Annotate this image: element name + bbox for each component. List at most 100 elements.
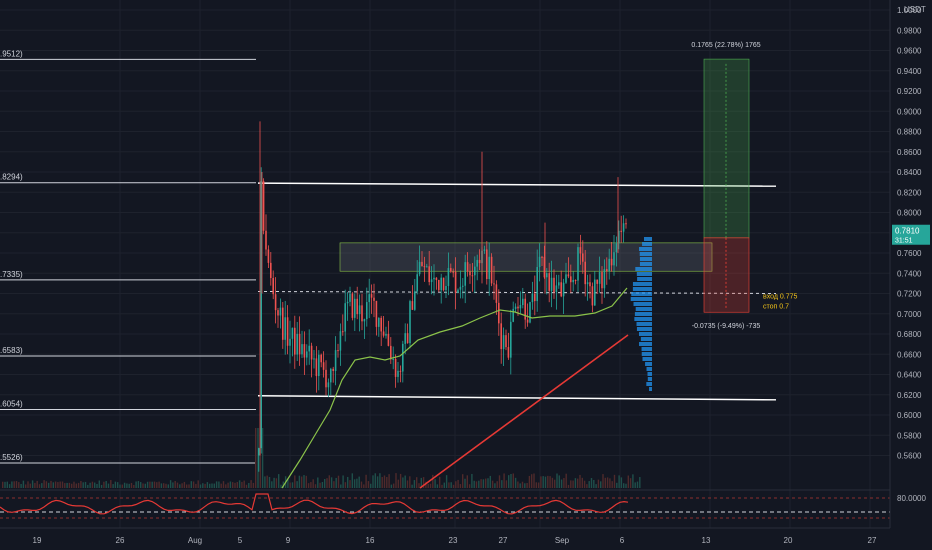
volume-bar [563,478,565,488]
volume-bar [496,481,498,488]
volume-bar [471,473,473,488]
volume-bar [597,479,600,488]
grid [0,0,890,528]
volume-bar [397,479,399,488]
candle-body [459,286,462,290]
candle-body [543,256,546,278]
volume-bar [466,475,468,488]
price-tick-label: 0.9400 [897,67,922,76]
candle-body [517,306,519,309]
volume-bar [595,484,597,488]
volume-bar [29,483,31,488]
time-tick-label: 13 [702,536,711,545]
candle-body [548,273,550,291]
position-tool[interactable]: 0.1765 (22.78%) 1765 -0.0735 (-9.49%) -73… [691,42,797,330]
time-tick-label: 5 [238,536,243,545]
volume-bar [627,475,629,488]
candle-body [265,230,267,250]
volume-bar [554,479,556,488]
volume-bar [80,480,82,488]
candle-body [296,333,298,355]
volume-bar [22,480,25,488]
volume-bar [418,483,420,488]
candle-body [406,333,409,344]
volume-bar [287,478,289,488]
price-tick-label: 0.8200 [897,188,922,197]
volume-bar [121,484,123,488]
candle-body [354,298,356,318]
volume-bar [475,481,478,488]
volume-bar [31,480,34,488]
volume-bar [130,482,133,488]
volume-bar [174,480,176,488]
volume-bar [215,481,218,488]
volume-bar [100,484,103,488]
fib-label: .6583) [0,346,23,355]
candle-body [399,370,402,372]
candle-body [298,333,301,355]
volume-bar [349,480,351,488]
volume-bar [112,484,114,488]
candle-body [291,327,294,339]
volume-bar [209,483,211,488]
time-tick-label: 26 [116,536,125,545]
volume-bar [639,477,641,488]
stop-note: стоп 0.7 [763,304,789,311]
volume-bar [632,474,634,488]
volume-bar [220,483,222,488]
volume-bar [50,480,52,488]
price-tick-label: 0.5600 [897,452,922,461]
candle-body [457,289,459,293]
volume-bar [243,480,245,488]
volume-bar [73,481,75,488]
volume-bar [455,481,457,488]
candle-body [397,370,399,377]
volume-bar [268,476,271,488]
candle-body [414,291,416,310]
volume-bar [317,477,319,488]
volume-bar [4,481,6,488]
volume-bar [344,482,347,488]
candle-body [272,278,274,295]
volume-profile-bar [639,252,652,256]
volume-bar [340,484,342,488]
volume-profile-bar [646,367,652,371]
volume-bar [422,477,425,488]
candle-body [567,274,570,277]
profit-label: 0.1765 (22.78%) 1765 [691,42,760,49]
volume-bar [195,483,197,488]
volume-bar [521,481,524,488]
candle-body [534,293,536,302]
volume-bar [583,480,586,488]
candle-body [553,277,555,293]
price-tick-label: 0.7600 [897,249,922,258]
entry-note: вход 0.775 [763,294,798,301]
fib-label: .8294) [0,173,23,182]
volume-profile-bar [639,262,652,266]
volume-profile-bar [634,312,652,316]
candle-body [370,294,373,298]
volume-profile-bar [647,377,652,381]
candle-body [615,243,618,253]
volume-bar [508,475,510,488]
volume-bar [66,482,68,488]
time-tick-label: 9 [286,536,291,545]
volume-bar [367,481,370,488]
fib-levels: .0147).9512).8294).7335).6583).6054).552… [0,49,256,464]
candle-body [478,259,481,264]
volume-bar [169,480,172,488]
volume-bar [310,482,312,488]
volume-bar [485,478,487,488]
volume-bar [480,479,482,488]
candle-body [294,327,296,355]
volume-bar [491,480,494,488]
volume-bar [386,476,388,488]
volume-bar [351,473,353,488]
volume-bar [20,483,22,488]
candle-body [430,279,433,283]
volume-bar [137,481,140,488]
volume-bar [441,484,443,488]
volume-bar [181,483,183,488]
candle-body [286,317,289,346]
